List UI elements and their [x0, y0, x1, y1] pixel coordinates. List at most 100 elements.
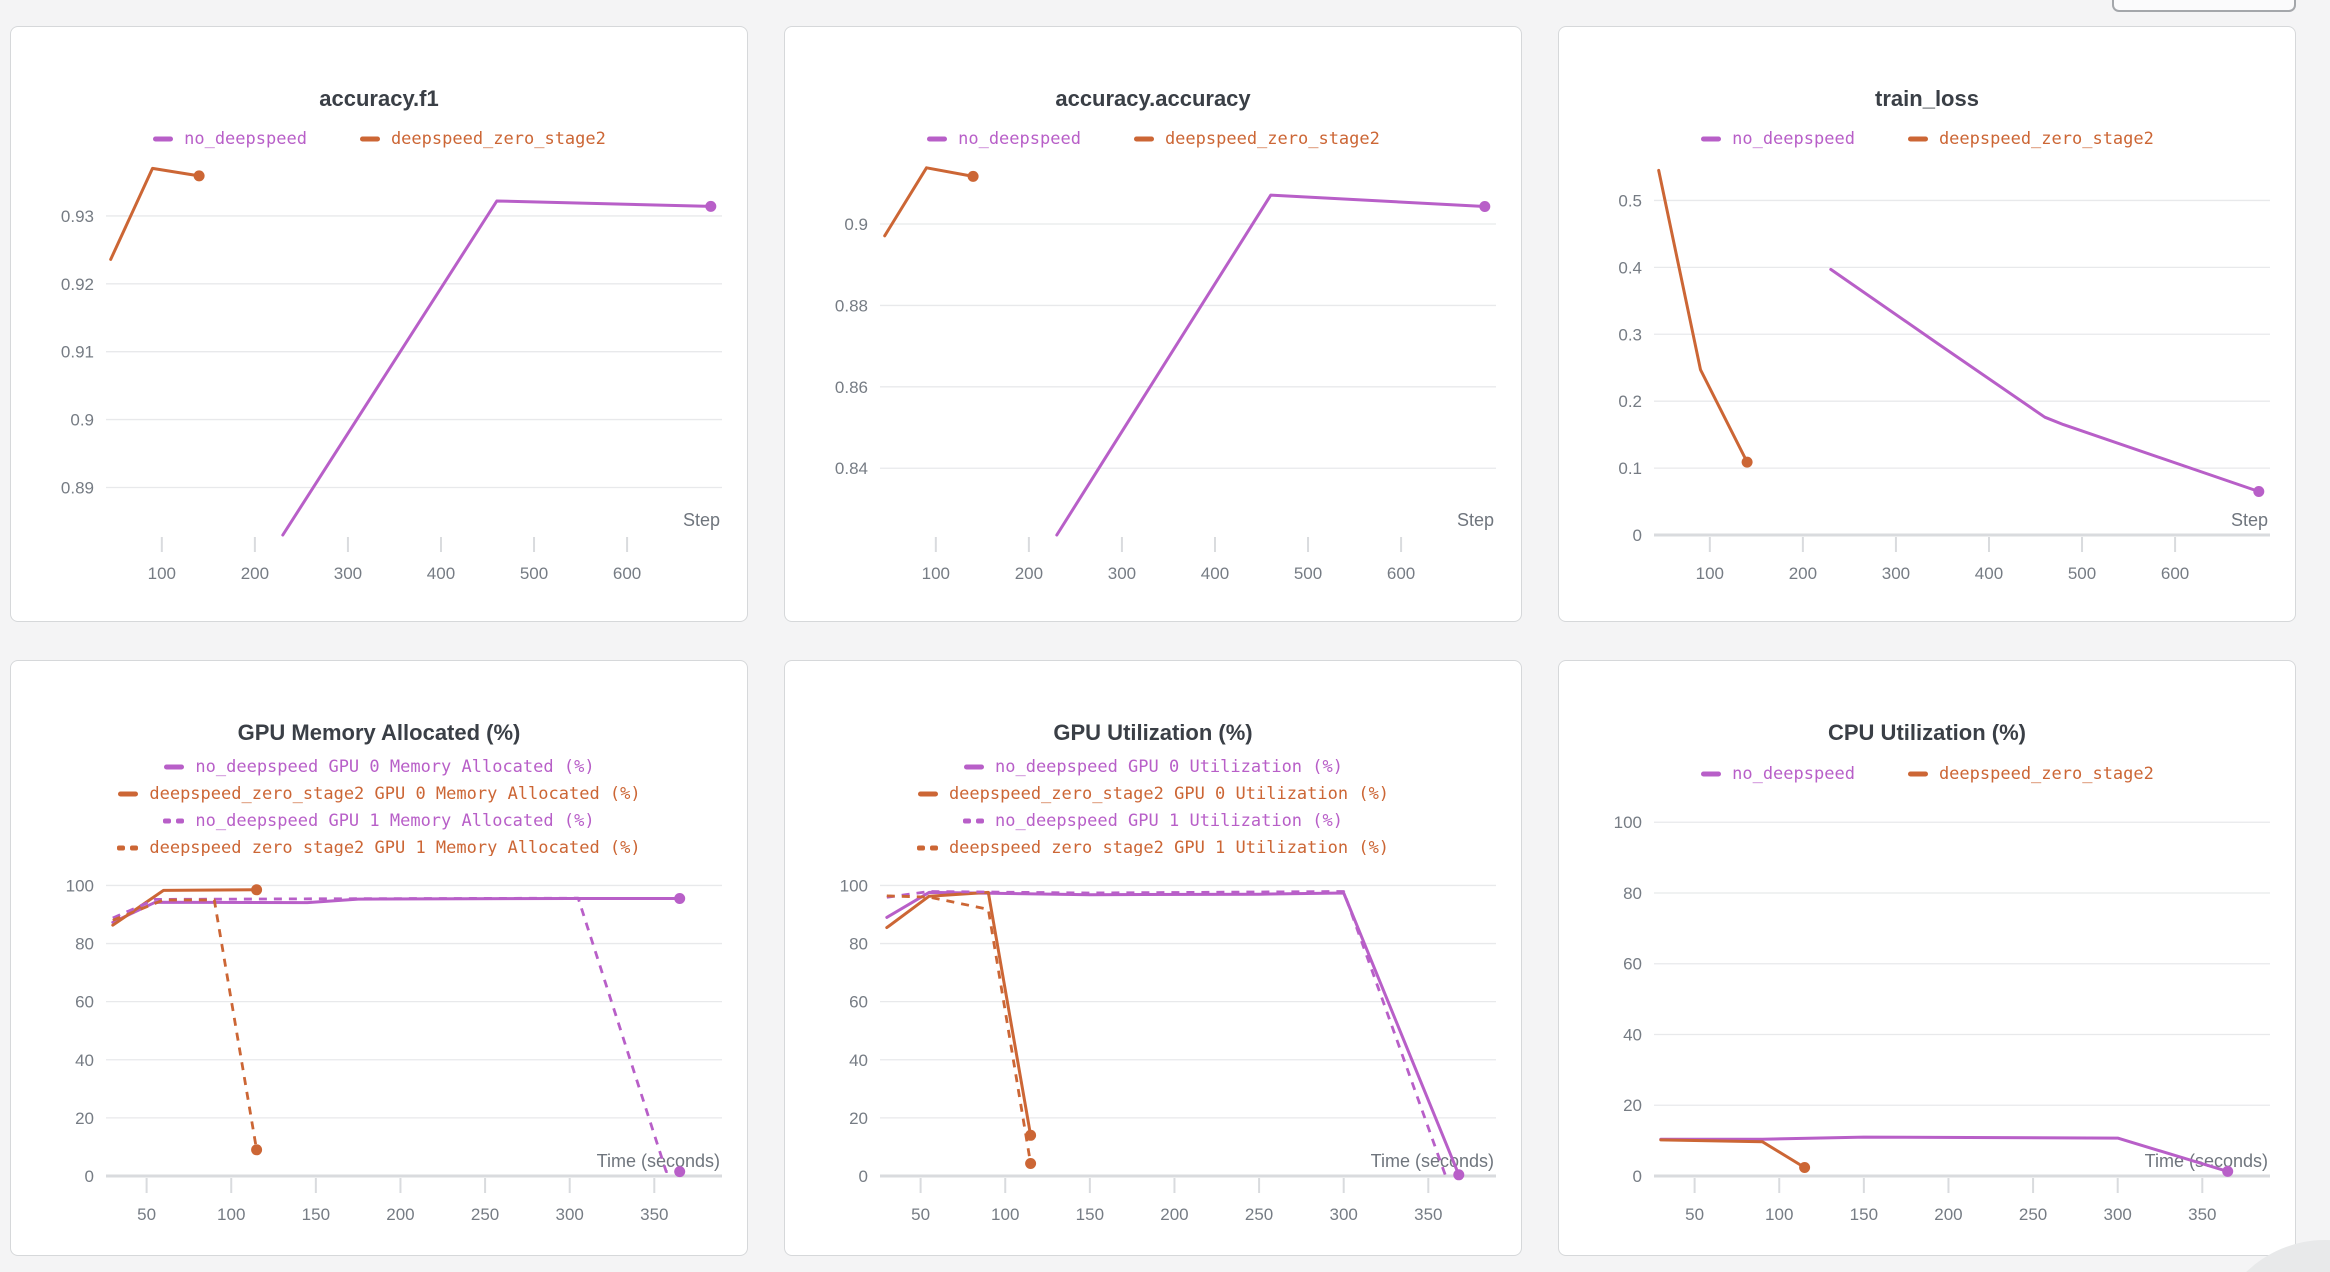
svg-text:200: 200 — [1934, 1205, 1962, 1224]
dashed-line-swatch-icon — [163, 818, 185, 824]
panel-train-loss[interactable]: train_loss no_deepspeed deepspeed_zero_st… — [1558, 26, 2296, 622]
legend-item[interactable]: no_deepspeed — [1700, 761, 1855, 788]
svg-text:60: 60 — [1623, 955, 1642, 974]
svg-text:Time (seconds): Time (seconds) — [1371, 1151, 1494, 1171]
legend-item[interactable]: deepspeed_zero_stage2 GPU 1 Memory Alloc… — [117, 835, 641, 856]
line-chart[interactable]: 0 20 40 60 80 100 50 100 150 200 250 300 350 Time (se… — [798, 856, 1508, 1253]
panel-gpu-utilization[interactable]: GPU Utilization (%) no_deepspeed GPU 0 U… — [784, 660, 1522, 1256]
svg-text:400: 400 — [427, 564, 455, 583]
series-end-dot — [193, 170, 205, 182]
legend-item[interactable]: no_deepspeed GPU 1 Memory Allocated (%) — [163, 808, 595, 835]
partial-toolbar-button[interactable] — [2112, 0, 2296, 12]
line-chart[interactable]: 0 0.1 0.2 0.3 0.4 0.5 100 200 300 400 500 600 Step — [1572, 153, 2282, 621]
chart-title: accuracy.accuracy — [1055, 86, 1251, 111]
svg-text:0: 0 — [85, 1167, 94, 1186]
svg-text:Time (seconds): Time (seconds) — [2145, 1151, 2268, 1171]
svg-text:50: 50 — [911, 1205, 930, 1224]
panel-accuracy-f1[interactable]: accuracy.f1 no_deepspeed deepspeed_zero_s… — [10, 26, 748, 622]
svg-text:350: 350 — [1414, 1205, 1442, 1224]
legend-label: deepspeed_zero_stage2 GPU 1 Utilization … — [948, 837, 1390, 857]
series-end-dot — [967, 170, 979, 182]
chart-legend: no_deepspeed GPU 0 Utilization (%) deepsp… — [785, 759, 1521, 856]
svg-text:300: 300 — [2104, 1205, 2132, 1224]
series-end-dot — [1741, 456, 1753, 468]
series-end-dot — [1025, 1158, 1037, 1169]
svg-text:0.84: 0.84 — [835, 459, 868, 478]
line-chart[interactable]: 0 20 40 60 80 100 50 100 150 200 250 300 350 Time (se… — [1572, 789, 2282, 1253]
series-end-dot — [2222, 1165, 2234, 1177]
panel-cpu-utilization[interactable]: CPU Utilization (%) no_deepspeed deepspee… — [1558, 660, 2296, 1256]
chart-legend: no_deepspeed deepspeed_zero_stage2 — [11, 125, 747, 153]
svg-text:100: 100 — [217, 1205, 245, 1224]
line-swatch-icon — [1701, 136, 1722, 142]
panel-gpu-memory-allocated[interactable]: GPU Memory Allocated (%) no_deepspeed GP… — [10, 660, 748, 1256]
legend-item[interactable]: no_deepspeed — [926, 126, 1081, 153]
svg-text:50: 50 — [137, 1205, 156, 1224]
legend-item[interactable]: deepspeed_zero_stage2 — [1133, 126, 1380, 153]
svg-text:40: 40 — [849, 1051, 868, 1070]
svg-text:0.3: 0.3 — [1618, 325, 1642, 344]
series-line — [109, 166, 201, 261]
svg-text:0.2: 0.2 — [1618, 392, 1642, 411]
chart-legend: no_deepspeed deepspeed_zero_stage2 — [1559, 759, 2295, 789]
legend-label: no_deepspeed GPU 0 Memory Allocated (%) — [195, 759, 595, 777]
legend-item[interactable]: no_deepspeed — [152, 126, 307, 153]
svg-text:350: 350 — [640, 1205, 668, 1224]
series-line — [1659, 1135, 2230, 1173]
series-end-dot — [1799, 1162, 1811, 1173]
svg-text:300: 300 — [556, 1205, 584, 1224]
line-swatch-icon — [927, 136, 948, 142]
svg-text:100: 100 — [148, 564, 176, 583]
legend-label: no_deepspeed GPU 0 Utilization (%) — [995, 759, 1343, 777]
line-swatch-icon — [1701, 771, 1722, 777]
svg-text:20: 20 — [849, 1109, 868, 1128]
svg-text:0: 0 — [1633, 1167, 1642, 1186]
legend-label: deepspeed_zero_stage2 — [1938, 128, 2154, 149]
legend-item[interactable]: deepspeed_zero_stage2 — [1907, 761, 2154, 788]
legend-item[interactable]: deepspeed_zero_stage2 GPU 0 Memory Alloc… — [117, 781, 641, 808]
svg-text:0.89: 0.89 — [61, 478, 94, 497]
svg-text:150: 150 — [302, 1205, 330, 1224]
series-line — [112, 896, 680, 1173]
svg-text:0: 0 — [859, 1167, 868, 1186]
legend-item[interactable]: deepspeed_zero_stage2 — [359, 126, 606, 153]
svg-text:60: 60 — [849, 993, 868, 1012]
series-line — [1657, 168, 1749, 464]
legend-item[interactable]: no_deepspeed GPU 0 Memory Allocated (%) — [163, 759, 595, 781]
chart-legend: no_deepspeed GPU 0 Memory Allocated (%) d… — [11, 759, 747, 856]
svg-text:400: 400 — [1975, 564, 2003, 583]
legend-item[interactable]: no_deepspeed GPU 0 Utilization (%) — [963, 759, 1343, 781]
legend-item[interactable]: no_deepspeed GPU 1 Utilization (%) — [963, 808, 1343, 835]
svg-text:0.88: 0.88 — [835, 296, 868, 315]
svg-text:40: 40 — [75, 1051, 94, 1070]
svg-text:500: 500 — [1294, 564, 1322, 583]
svg-text:20: 20 — [1623, 1096, 1642, 1115]
dashed-line-swatch-icon — [916, 845, 938, 851]
dashed-line-swatch-icon — [963, 818, 984, 824]
line-swatch-icon — [1907, 771, 1928, 777]
panel-grid: accuracy.f1 no_deepspeed deepspeed_zero_s… — [10, 26, 2296, 1256]
line-chart[interactable]: 0.84 0.86 0.88 0.9 100 200 300 400 500 600 Step — [798, 153, 1508, 621]
legend-item[interactable]: deepspeed_zero_stage2 GPU 0 Utilization … — [917, 781, 1389, 808]
dashed-line-swatch-icon — [117, 845, 139, 851]
series-end-dot — [251, 1144, 263, 1156]
legend-item[interactable]: deepspeed_zero_stage2 — [1907, 126, 2154, 153]
series-end-dot — [1025, 1129, 1037, 1141]
series-line — [885, 890, 1033, 1137]
svg-text:0: 0 — [1633, 526, 1642, 545]
chart-legend: no_deepspeed deepspeed_zero_stage2 — [1559, 125, 2295, 153]
legend-item[interactable]: no_deepspeed — [1700, 126, 1855, 153]
panel-accuracy-accuracy[interactable]: accuracy.accuracy no_deepspeed deepspeed_… — [784, 26, 1522, 622]
legend-label: no_deepspeed — [1732, 763, 1855, 784]
series-end-dot — [674, 1166, 686, 1178]
line-chart[interactable]: 0.89 0.9 0.91 0.92 0.93 100 200 300 400 500 600 Ste… — [24, 153, 734, 621]
svg-text:100: 100 — [1696, 564, 1724, 583]
legend-label: no_deepspeed GPU 1 Utilization (%) — [995, 810, 1343, 831]
svg-text:40: 40 — [1623, 1025, 1642, 1044]
legend-item[interactable]: deepspeed_zero_stage2 GPU 1 Utilization … — [916, 835, 1390, 857]
line-chart[interactable]: 0 20 40 60 80 100 50 100 150 200 250 300 350 Time (se… — [24, 856, 734, 1253]
legend-label: no_deepspeed — [1732, 128, 1855, 149]
chart-title: GPU Memory Allocated (%) — [237, 720, 521, 745]
svg-text:200: 200 — [1160, 1205, 1188, 1224]
svg-text:300: 300 — [1330, 1205, 1358, 1224]
